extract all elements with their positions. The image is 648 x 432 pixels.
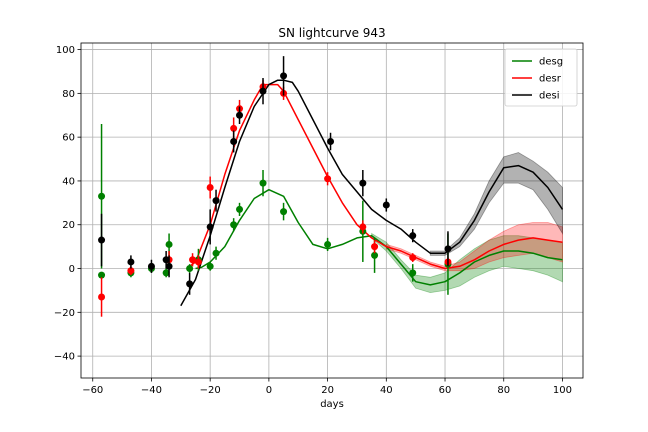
desr-point — [127, 267, 135, 275]
desi-point — [147, 262, 155, 270]
y-tick-label: 0 — [69, 264, 75, 275]
y-tick-label: 20 — [62, 220, 75, 231]
desr-point — [409, 254, 417, 262]
desi-point — [186, 280, 194, 288]
desg-point — [98, 271, 106, 279]
desr-point — [206, 184, 214, 192]
desr-point — [98, 293, 106, 301]
x-tick-label: −40 — [141, 385, 162, 396]
desg-point — [259, 179, 267, 187]
desi-point — [162, 256, 170, 264]
desi-point — [98, 236, 106, 244]
x-axis-label: days — [320, 399, 344, 410]
y-tick-label: −40 — [54, 352, 75, 363]
desr-point — [194, 258, 202, 266]
x-tick-label: 80 — [497, 385, 510, 396]
desi-point — [327, 138, 335, 146]
desr-point — [324, 175, 332, 183]
desi-line — [180, 79, 564, 307]
x-tick-label: 20 — [321, 385, 334, 396]
desg-point — [165, 240, 173, 248]
desg-point — [230, 221, 238, 229]
desg-point — [212, 249, 220, 257]
desg-point — [236, 205, 244, 213]
desi-point — [230, 138, 238, 146]
desg-point — [98, 192, 106, 200]
x-tick-label: 100 — [553, 385, 572, 396]
desi-point — [382, 201, 390, 209]
desi-band — [429, 152, 563, 256]
desg-point — [409, 269, 417, 277]
desr-point — [371, 243, 379, 251]
x-tick-label: 60 — [439, 385, 452, 396]
desi-point — [127, 258, 135, 266]
y-tick-label: 40 — [62, 176, 75, 187]
desi-point — [444, 245, 452, 253]
desi-point — [212, 197, 220, 205]
x-tick-label: −60 — [82, 385, 103, 396]
desr-point — [359, 223, 367, 231]
desi-point — [280, 72, 288, 80]
desi-point — [236, 111, 244, 119]
desr-line — [186, 83, 563, 270]
desi-point — [206, 223, 214, 231]
desi-point — [359, 179, 367, 187]
desg-point — [280, 208, 288, 216]
desg-line — [195, 188, 563, 286]
desr-legend-label: desr — [539, 74, 562, 85]
x-tick-label: 0 — [266, 385, 272, 396]
desg-legend-label: desg — [539, 57, 563, 68]
desg-point — [206, 262, 214, 270]
observation-points — [98, 56, 452, 317]
y-tick-label: 60 — [62, 133, 75, 144]
desg-point — [186, 265, 194, 273]
desi-legend-label: desi — [539, 91, 560, 102]
desi-point — [409, 232, 417, 240]
model-lines — [180, 79, 564, 307]
desr-point — [230, 124, 238, 132]
desi-point — [259, 87, 267, 95]
desi-point — [165, 262, 173, 270]
desg-point — [162, 269, 170, 277]
axis-ticks: −60 −40 −20 0 20 40 60 80 100 −40 −20 0 20 40 60 80 100 — [54, 45, 572, 396]
legend: desg desr desi — [504, 48, 578, 107]
x-tick-label: −20 — [200, 385, 221, 396]
x-tick-label: 40 — [380, 385, 393, 396]
chart-title: SN lightcurve 943 — [278, 26, 385, 40]
y-tick-label: 80 — [62, 89, 75, 100]
y-tick-label: 100 — [56, 45, 75, 56]
desg-point — [371, 251, 379, 259]
legend-box — [504, 48, 578, 107]
y-tick-label: −20 — [54, 308, 75, 319]
plot-frame — [80, 42, 584, 379]
desr-point — [189, 256, 197, 264]
desg-point — [324, 240, 332, 248]
